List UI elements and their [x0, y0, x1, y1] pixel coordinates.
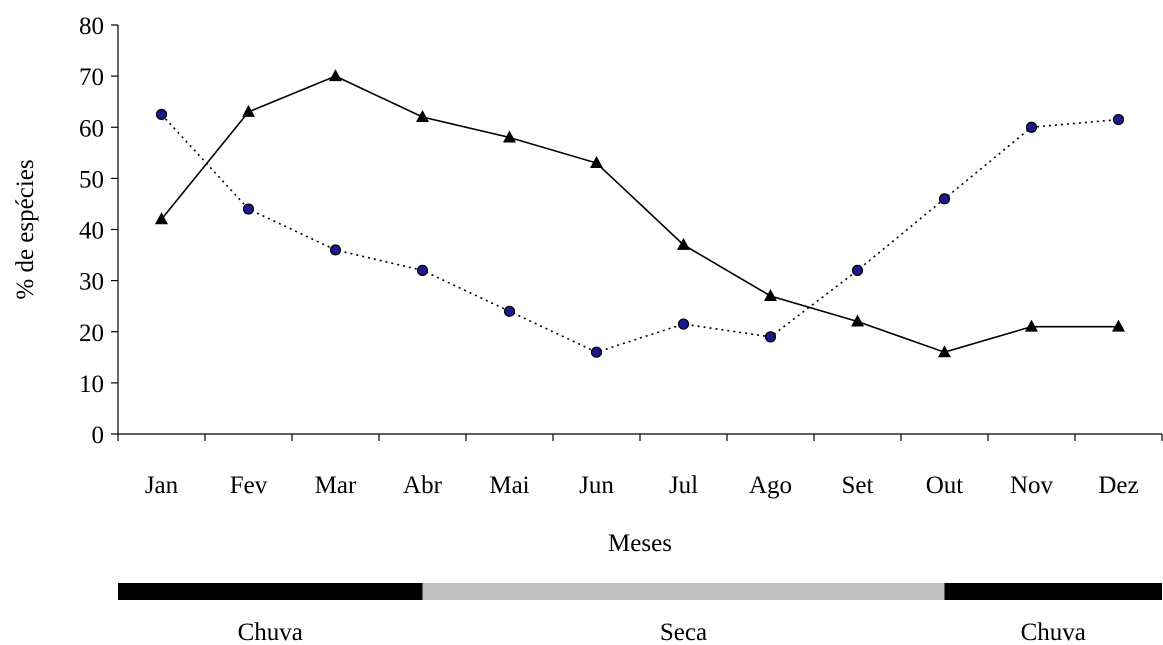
data-point-triangle: [329, 69, 342, 82]
data-point-circle: [851, 264, 864, 276]
x-tick-label: Jul: [669, 472, 698, 499]
season-bar: Chuva Seca Chuva: [118, 583, 1162, 645]
data-point-triangle: [677, 237, 690, 250]
data-point-triangle: [155, 212, 168, 225]
series-line: [160, 75, 1119, 354]
data-point-circle: [677, 318, 690, 330]
season-segment: [422, 583, 945, 600]
x-tick-label: Ago: [749, 472, 792, 499]
y-ticks: 0 10 20 30 40 50 60 70 80: [79, 13, 118, 449]
data-point-circle: [1112, 113, 1125, 126]
y-axis-title: % de espécies: [12, 159, 39, 299]
x-tick-label: Set: [842, 472, 874, 499]
x-tick-label: Jun: [579, 472, 614, 499]
x-tick-label: Nov: [1010, 472, 1054, 499]
axes: [117, 25, 1162, 435]
x-tick-label: Mai: [489, 472, 529, 499]
data-point-circle: [242, 203, 255, 215]
season-segment: [118, 583, 423, 600]
data-point-circle: [155, 108, 168, 121]
y-tick-label: 20: [79, 320, 104, 347]
data-point-circle: [764, 331, 777, 343]
data-point-circle: [416, 264, 429, 276]
series-line: [160, 113, 1119, 354]
y-tick-label: 50: [79, 166, 104, 193]
series-1: [155, 69, 1125, 358]
data-point-circle: [329, 244, 342, 256]
data-point-triangle: [1025, 319, 1038, 332]
x-tick-label: Fev: [230, 472, 268, 499]
y-tick-label: 60: [79, 115, 104, 142]
y-tick-label: 0: [92, 422, 105, 449]
data-point-triangle: [851, 314, 864, 327]
series-2: [155, 108, 1125, 358]
x-axis-title: Meses: [608, 530, 672, 557]
x-tick-label: Mar: [315, 472, 357, 499]
x-tick-label: Out: [926, 472, 964, 499]
y-tick-label: 70: [79, 64, 104, 91]
x-tick-label: Dez: [1098, 472, 1138, 499]
y-tick-label: 80: [79, 13, 104, 40]
x-tick-label: Jan: [145, 472, 179, 499]
y-tick-label: 10: [79, 371, 104, 398]
y-tick-label: 30: [79, 269, 104, 296]
season-segment: [944, 583, 1162, 600]
x-ticks: Jan Fev Mar Abr Mai Jun Jul Ago Set Out Nov Dez: [117, 434, 1163, 499]
data-point-triangle: [938, 345, 951, 358]
data-point-triangle: [764, 288, 777, 301]
data-point-triangle: [242, 104, 255, 117]
y-tick-label: 40: [79, 218, 104, 245]
data-point-triangle: [1112, 319, 1125, 332]
data-point-triangle: [590, 156, 603, 169]
data-point-circle: [590, 346, 603, 358]
data-point-circle: [938, 193, 951, 205]
series-layer: [155, 69, 1125, 358]
season-label: Chuva: [238, 619, 303, 645]
data-point-circle: [503, 305, 516, 317]
data-point-triangle: [503, 130, 516, 143]
season-label: Chuva: [1021, 619, 1086, 645]
data-point-circle: [1025, 121, 1038, 133]
season-label: Seca: [660, 619, 707, 645]
data-point-triangle: [416, 110, 429, 123]
x-tick-label: Abr: [403, 472, 443, 499]
